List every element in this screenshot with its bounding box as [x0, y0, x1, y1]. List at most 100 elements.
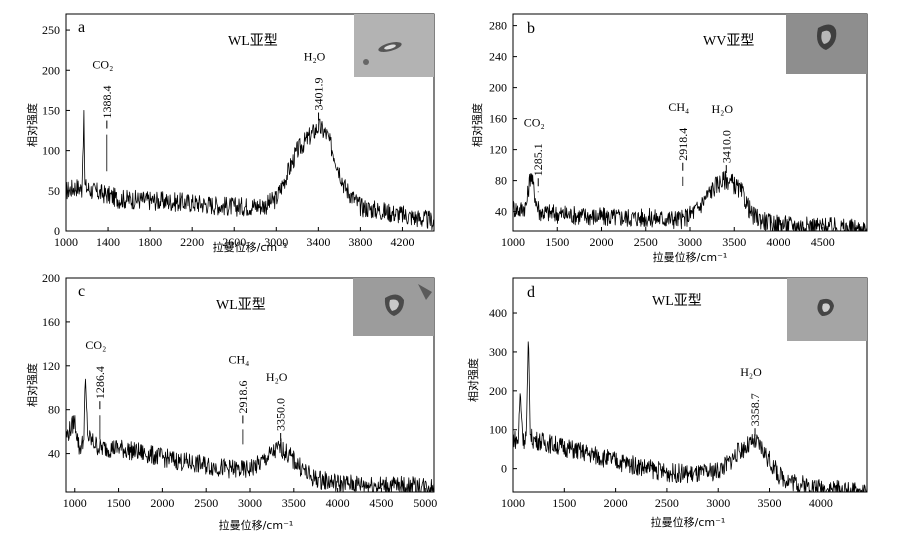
x-tick-label: 2000	[590, 235, 614, 249]
spectrum-line	[512, 341, 868, 493]
y-tick-label: 80	[48, 403, 60, 417]
y-tick-label: 100	[489, 423, 507, 437]
y-tick-label: 0	[501, 462, 507, 476]
panel-label: a	[78, 19, 85, 36]
y-tick-label: 240	[489, 50, 507, 64]
y-tick-label: 200	[42, 63, 60, 77]
axis-ticks: 1000 1500 2000 2500 3000 3500 4000 4500 5000 40 80…	[42, 271, 437, 510]
axis-ticks: 1000 1500 2000 2500 3000 3500 4000 0 100 200 300 40…	[489, 306, 833, 510]
inset-micrograph	[786, 14, 867, 74]
panel-d: 1000 1500 2000 2500 3000 3500 4000 0 100 200 300 40…	[466, 277, 868, 529]
axis-ticks: 1000 1500 2000 2500 3000 3500 4000 4500 40 80 120 1…	[489, 19, 835, 249]
y-axis-label: 相对强度	[470, 103, 484, 147]
x-tick-label: 1400	[96, 235, 120, 249]
x-tick-label: 3800	[348, 235, 372, 249]
x-tick-label: 4200	[390, 235, 414, 249]
y-tick-label: 250	[42, 23, 60, 37]
y-tick-label: 50	[48, 184, 60, 198]
x-tick-label: 1000	[63, 496, 87, 510]
y-axis-label: 相对强度	[25, 363, 39, 407]
peak-species-label: CH₄	[228, 352, 249, 366]
axis-ticks: 1000 1400 1800 2200 2600 3000 3400 3800 4200 0 50 1…	[42, 23, 414, 249]
y-tick-label: 40	[48, 447, 60, 461]
x-tick-label: 4000	[326, 496, 350, 510]
panel-a: 1000 1400 1800 2200 2600 3000 3400 3800 4200 0 50 1…	[25, 13, 435, 254]
x-tick-label: 2500	[655, 496, 679, 510]
peak-annotations: 3358.7 H₂O	[740, 365, 762, 437]
peak-species-label: H₂O	[304, 50, 326, 64]
y-tick-label: 120	[489, 143, 507, 157]
x-tick-label: 3500	[722, 235, 746, 249]
inset-micrograph	[353, 278, 434, 336]
x-tick-label: 5000	[413, 496, 437, 510]
x-tick-label: 3400	[306, 235, 330, 249]
plot-frame	[65, 13, 435, 232]
panel-label: d	[527, 284, 535, 301]
inset-micrograph	[354, 14, 434, 77]
y-tick-label: 40	[495, 205, 507, 219]
peak-wavenumber-label: 3410.0	[719, 130, 733, 163]
x-tick-label: 1500	[545, 235, 569, 249]
x-tick-label: 3500	[758, 496, 782, 510]
peak-wavenumber-label: 3401.9	[312, 78, 326, 111]
y-axis-label: 相对强度	[466, 358, 480, 402]
x-tick-label: 2000	[604, 496, 628, 510]
x-tick-label: 4500	[369, 496, 393, 510]
plot-frame	[512, 277, 868, 493]
peak-annotations: 1388.4 CO₂ 3401.9 H₂O	[92, 50, 326, 129]
peak-species-label: H₂O	[712, 102, 734, 116]
peak-annotations: 1286.4 CO₂ 2918.6 CH₄ 3350.0 H₂O	[85, 338, 288, 442]
panel-label: c	[78, 283, 85, 300]
x-tick-label: 3000	[264, 235, 288, 249]
x-tick-label: 2000	[150, 496, 174, 510]
panel-title: WL亚型	[652, 293, 702, 309]
peak-wavenumber-label: 2918.4	[676, 128, 690, 161]
y-tick-label: 120	[42, 359, 60, 373]
x-tick-label: 3000	[706, 496, 730, 510]
y-tick-label: 160	[42, 315, 60, 329]
y-tick-label: 400	[489, 306, 507, 320]
x-axis-label: 拉曼位移/cm⁻¹	[213, 240, 288, 254]
y-tick-label: 100	[42, 144, 60, 158]
y-tick-label: 150	[42, 103, 60, 117]
x-tick-label: 1500	[552, 496, 576, 510]
x-tick-label: 2200	[180, 235, 204, 249]
peak-wavenumber-label: 2918.6	[236, 380, 250, 413]
x-tick-label: 3000	[238, 496, 262, 510]
y-tick-label: 200	[489, 384, 507, 398]
x-tick-label: 1800	[138, 235, 162, 249]
y-tick-label: 80	[495, 174, 507, 188]
peak-wavenumber-label: 1388.4	[100, 86, 114, 119]
panel-title: WL亚型	[216, 297, 266, 313]
peak-wavenumber-label: 1286.4	[93, 366, 107, 399]
peak-wavenumber-label: 3358.7	[748, 393, 762, 426]
panel-title: WL亚型	[228, 33, 278, 49]
y-tick-label: 300	[489, 345, 507, 359]
panel-title: WV亚型	[703, 33, 754, 49]
y-axis-label: 相对强度	[25, 103, 39, 147]
x-tick-label: 1000	[54, 235, 78, 249]
x-axis-label: 拉曼位移/cm⁻¹	[219, 518, 294, 532]
x-tick-label: 1000	[501, 496, 525, 510]
peak-wavenumber-label: 3350.0	[274, 398, 288, 431]
peak-wavenumber-label: 1285.1	[531, 143, 545, 176]
spectrum-line	[512, 170, 868, 232]
y-tick-label: 200	[42, 271, 60, 285]
y-tick-label: 160	[489, 112, 507, 126]
panel-c: 1000 1500 2000 2500 3000 3500 4000 4500 5000 40 80…	[25, 271, 437, 532]
y-tick-label: 280	[489, 19, 507, 33]
x-tick-label: 3500	[282, 496, 306, 510]
x-axis-label: 拉曼位移/cm⁻¹	[651, 515, 726, 529]
peak-species-label: CO₂	[524, 115, 545, 129]
x-tick-label: 4000	[809, 496, 833, 510]
x-tick-label: 2500	[634, 235, 658, 249]
panel-label: b	[527, 20, 535, 37]
peak-species-label: H₂O	[740, 365, 762, 379]
spectrum-line	[65, 110, 435, 231]
inset-micrograph	[787, 278, 867, 341]
x-tick-label: 1000	[501, 235, 525, 249]
peak-annotations: 1285.1 CO₂ 2918.4 CH₄ 3410.0 H₂O	[524, 100, 734, 187]
panel-b: 1000 1500 2000 2500 3000 3500 4000 4500 40 80 120 1…	[470, 13, 868, 264]
peak-species-label: CH₄	[668, 100, 689, 114]
x-tick-label: 1500	[107, 496, 131, 510]
